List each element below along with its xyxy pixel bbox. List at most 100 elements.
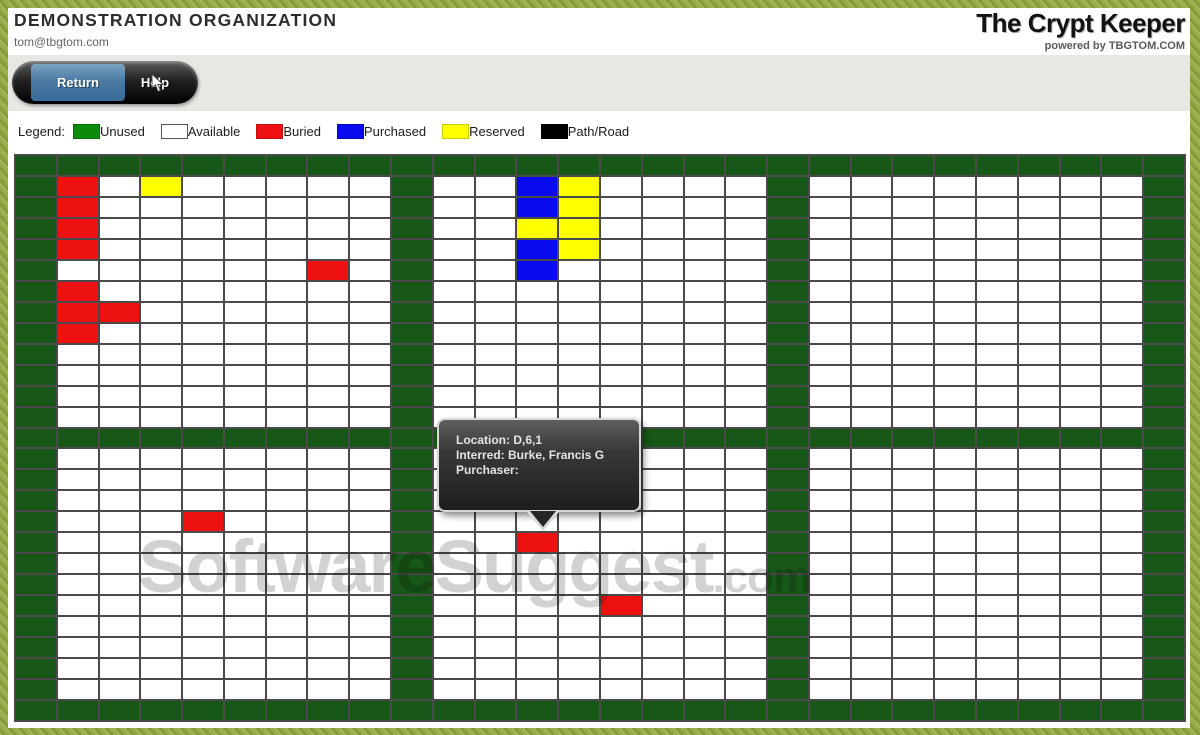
plot-cell-available[interactable] [851,323,892,343]
plot-cell-available[interactable] [475,365,516,385]
plot-cell-available[interactable] [224,470,265,490]
plot-cell-available[interactable] [977,680,1017,700]
plot-cell-available[interactable] [1060,491,1101,511]
plot-cell-available[interactable] [935,659,976,679]
plot-cell-available[interactable] [893,680,934,700]
plot-cell-available[interactable] [935,596,976,616]
plot-cell-available[interactable] [559,638,599,658]
plot-cell-available[interactable] [726,554,767,574]
plot-cell-available[interactable] [684,554,725,574]
plot-cell-available[interactable] [642,596,683,616]
plot-cell-available[interactable] [141,365,182,385]
plot-cell-available[interactable] [1102,512,1143,532]
plot-cell-available[interactable] [266,344,307,364]
plot-cell-purchased[interactable] [517,197,558,217]
plot-cell-available[interactable] [183,218,223,238]
plot-cell-available[interactable] [141,218,182,238]
plot-cell-available[interactable] [1060,344,1101,364]
plot-cell-available[interactable] [1060,554,1101,574]
plot-cell-available[interactable] [183,617,223,637]
plot-cell-available[interactable] [1018,365,1059,385]
plot-cell-available[interactable] [935,533,976,553]
plot-cell-available[interactable] [893,344,934,364]
plot-cell-available[interactable] [224,407,265,427]
plot-cell-available[interactable] [350,512,391,532]
plot-cell-available[interactable] [1060,596,1101,616]
plot-cell-available[interactable] [809,239,850,259]
plot-cell-available[interactable] [433,533,474,553]
plot-cell-available[interactable] [266,659,307,679]
plot-cell-available[interactable] [141,302,182,322]
plot-cell-available[interactable] [642,491,683,511]
plot-cell-available[interactable] [726,512,767,532]
plot-cell-available[interactable] [475,680,516,700]
plot-cell-available[interactable] [726,638,767,658]
plot-cell-available[interactable] [893,659,934,679]
plot-cell-available[interactable] [1060,407,1101,427]
plot-cell-available[interactable] [684,386,725,406]
plot-cell-available[interactable] [1018,302,1059,322]
plot-cell-available[interactable] [475,344,516,364]
plot-cell-available[interactable] [809,470,850,490]
plot-cell-available[interactable] [266,596,307,616]
plot-cell-available[interactable] [726,659,767,679]
plot-cell-available[interactable] [684,638,725,658]
plot-cell-available[interactable] [809,638,850,658]
plot-cell-available[interactable] [726,407,767,427]
plot-cell-available[interactable] [977,302,1017,322]
plot-cell-available[interactable] [266,617,307,637]
plot-cell-available[interactable] [350,323,391,343]
plot-cell-available[interactable] [1018,344,1059,364]
plot-cell-available[interactable] [1060,302,1101,322]
plot-cell-available[interactable] [1018,470,1059,490]
plot-cell-available[interactable] [684,281,725,301]
plot-cell-available[interactable] [1018,176,1059,196]
plot-cell-available[interactable] [600,365,641,385]
plot-cell-available[interactable] [726,449,767,469]
plot-cell-available[interactable] [684,239,725,259]
plot-cell-available[interactable] [559,680,599,700]
plot-cell-available[interactable] [266,323,307,343]
plot-cell-available[interactable] [57,260,98,280]
plot-cell-available[interactable] [851,554,892,574]
plot-cell-available[interactable] [935,512,976,532]
plot-cell-available[interactable] [1060,176,1101,196]
plot-cell-available[interactable] [935,197,976,217]
plot-cell-available[interactable] [1102,176,1143,196]
plot-cell-available[interactable] [977,197,1017,217]
plot-cell-available[interactable] [475,281,516,301]
plot-cell-available[interactable] [183,197,223,217]
plot-cell-available[interactable] [851,659,892,679]
plot-cell-available[interactable] [266,638,307,658]
plot-cell-available[interactable] [684,680,725,700]
plot-cell-available[interactable] [224,260,265,280]
plot-cell-available[interactable] [935,449,976,469]
plot-cell-available[interactable] [141,239,182,259]
plot-cell-available[interactable] [308,281,349,301]
plot-cell-available[interactable] [809,596,850,616]
plot-cell-available[interactable] [642,533,683,553]
plot-cell-available[interactable] [893,554,934,574]
plot-cell-available[interactable] [141,575,182,595]
plot-cell-available[interactable] [1018,407,1059,427]
plot-cell-available[interactable] [517,659,558,679]
plot-cell-available[interactable] [308,470,349,490]
plot-cell-available[interactable] [1102,533,1143,553]
plot-cell-available[interactable] [1060,386,1101,406]
plot-cell-available[interactable] [99,197,140,217]
plot-cell-available[interactable] [893,176,934,196]
plot-cell-available[interactable] [1018,218,1059,238]
plot-cell-available[interactable] [851,638,892,658]
plot-cell-available[interactable] [600,260,641,280]
plot-cell-available[interactable] [475,302,516,322]
plot-cell-available[interactable] [935,176,976,196]
plot-cell-available[interactable] [642,617,683,637]
plot-cell-available[interactable] [809,533,850,553]
plot-cell-available[interactable] [224,239,265,259]
plot-cell-available[interactable] [517,323,558,343]
plot-cell-available[interactable] [726,680,767,700]
plot-cell-available[interactable] [1060,260,1101,280]
plot-cell-available[interactable] [726,239,767,259]
plot-cell-available[interactable] [851,407,892,427]
plot-cell-available[interactable] [1018,617,1059,637]
